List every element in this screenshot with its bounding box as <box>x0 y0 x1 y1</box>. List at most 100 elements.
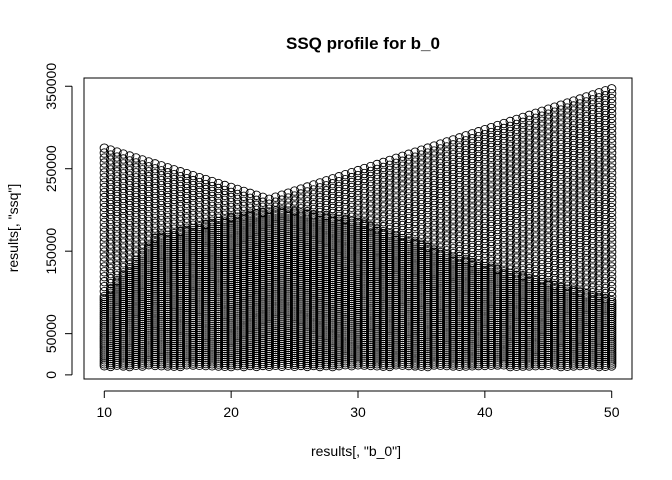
data-point <box>112 157 122 167</box>
data-point <box>150 208 160 218</box>
data-point <box>245 193 255 203</box>
data-point <box>258 360 268 371</box>
data-point <box>194 212 205 222</box>
data-point <box>277 195 287 205</box>
data-point <box>112 211 122 222</box>
data-point <box>105 199 116 210</box>
data-point <box>105 279 116 289</box>
data-point <box>131 158 141 168</box>
data-point <box>112 177 122 187</box>
data-point <box>207 176 217 187</box>
data-point <box>182 178 192 189</box>
data-point <box>182 169 192 179</box>
data-point <box>378 157 389 168</box>
data-point <box>105 269 116 279</box>
data-point <box>144 201 154 212</box>
data-point <box>99 262 109 272</box>
data-point <box>150 193 160 204</box>
data-point <box>327 179 338 189</box>
data-point <box>353 195 363 205</box>
data-point <box>327 193 338 204</box>
data-point <box>131 173 141 183</box>
data-point <box>125 180 135 191</box>
data-point <box>125 255 135 265</box>
data-point <box>391 168 401 178</box>
data-point <box>232 360 243 371</box>
data-point <box>105 259 116 269</box>
data-point <box>99 272 109 282</box>
data-point <box>239 191 249 201</box>
plot-area-frame <box>83 77 633 380</box>
data-point <box>385 195 395 205</box>
data-point <box>366 201 376 211</box>
data-point <box>125 245 135 255</box>
data-point <box>105 160 116 170</box>
data-point <box>264 361 274 372</box>
data-point <box>137 234 148 244</box>
data-point <box>258 192 268 202</box>
data-point <box>125 195 135 206</box>
data-point <box>359 178 369 189</box>
data-point <box>207 211 217 221</box>
data-point <box>334 196 344 207</box>
data-point <box>315 178 325 188</box>
data-point <box>169 214 179 224</box>
data-point <box>226 202 236 212</box>
data-point <box>188 205 198 215</box>
data-point <box>378 172 389 182</box>
data-point <box>144 216 154 226</box>
data-point <box>378 212 389 222</box>
data-points <box>99 84 617 372</box>
data-point <box>391 153 401 163</box>
data-point <box>131 242 141 252</box>
data-point <box>391 173 401 183</box>
data-point <box>201 209 211 219</box>
data-point <box>359 203 369 213</box>
data-point <box>118 253 128 263</box>
data-point <box>99 187 109 198</box>
data-point <box>270 192 281 202</box>
data-point <box>321 200 331 211</box>
data-point <box>175 216 186 226</box>
data-point <box>131 227 141 237</box>
data-point <box>182 183 192 194</box>
data-point <box>131 360 141 370</box>
data-point <box>334 177 344 187</box>
data-point <box>213 183 224 194</box>
data-point <box>220 195 230 205</box>
data-point <box>251 190 262 200</box>
data-point <box>99 168 109 178</box>
data-point <box>385 155 395 165</box>
data-point <box>308 195 319 205</box>
data-point <box>125 200 135 211</box>
data-point <box>283 188 293 198</box>
data-point <box>125 210 135 220</box>
data-point <box>105 229 116 239</box>
data-point <box>372 189 382 199</box>
data-point <box>194 182 205 193</box>
data-point <box>118 208 128 219</box>
data-point <box>99 192 109 203</box>
data-point <box>321 195 331 206</box>
data-point <box>378 177 389 187</box>
data-point <box>264 194 274 204</box>
data-point <box>112 172 122 182</box>
data-point <box>327 174 338 184</box>
data-point <box>359 208 369 218</box>
data-point <box>182 203 192 213</box>
data-point <box>359 163 369 174</box>
data-point <box>188 190 198 201</box>
data-point <box>99 222 109 232</box>
data-point <box>125 250 135 260</box>
data-point <box>372 194 382 204</box>
data-point <box>169 209 179 219</box>
data-point <box>137 194 148 205</box>
data-point <box>125 230 135 240</box>
data-point <box>372 219 382 229</box>
data-point <box>366 166 376 177</box>
data-point <box>163 202 173 212</box>
data-point <box>359 193 369 203</box>
data-point <box>118 169 128 179</box>
data-point <box>105 165 116 175</box>
data-point <box>125 361 135 372</box>
